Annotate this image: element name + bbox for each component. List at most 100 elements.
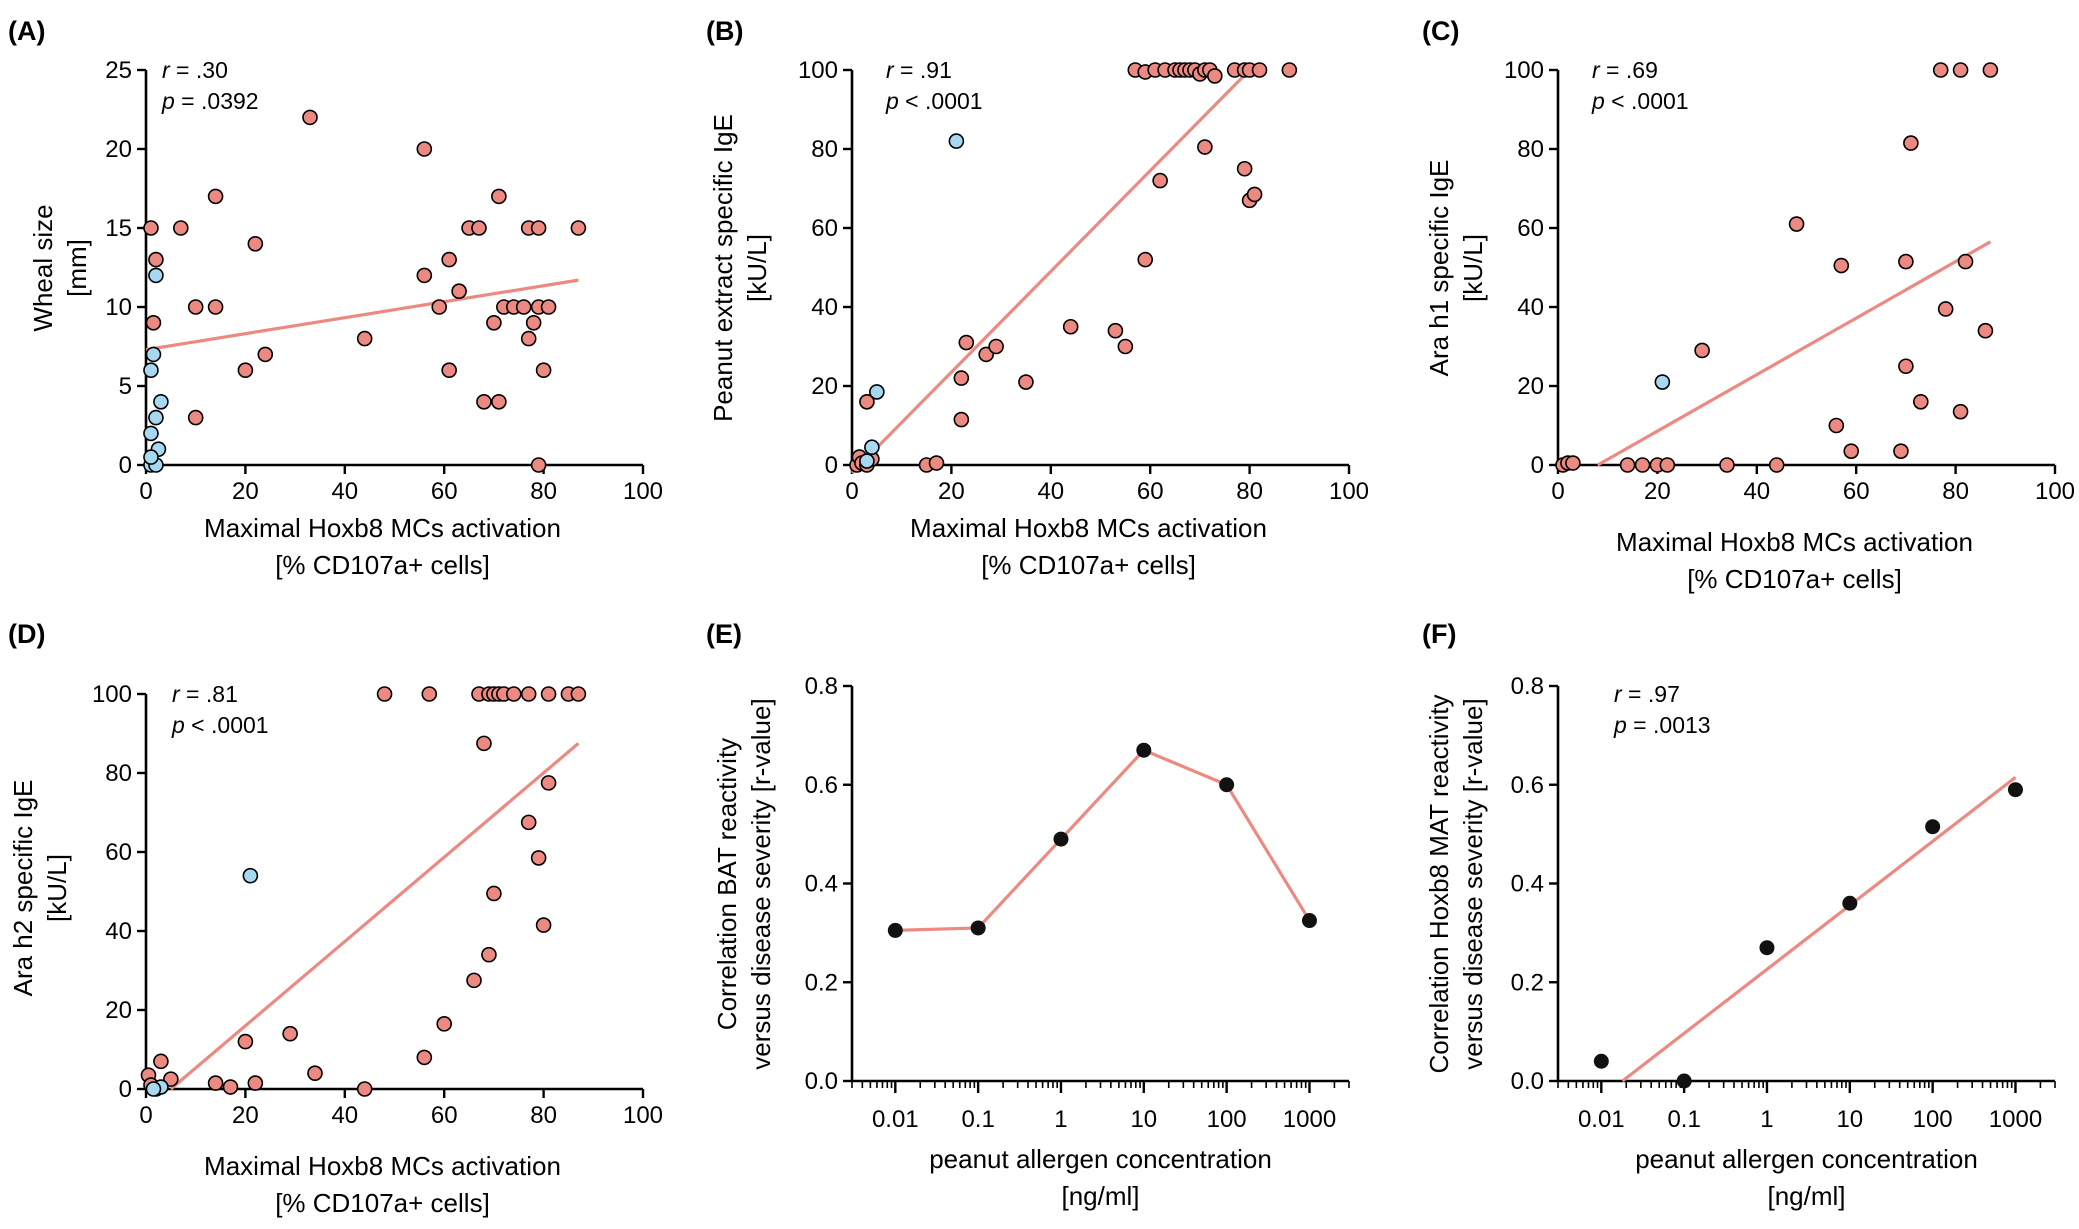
data-point-pink	[153, 1053, 169, 1070]
x-tick-label: 100	[2035, 478, 2075, 505]
data-point-pink	[237, 1033, 254, 1050]
y-tick-label: 100	[798, 57, 838, 84]
x-tick-label: 0.01	[872, 1106, 919, 1133]
data-point	[887, 922, 903, 938]
data-point-pink	[1833, 257, 1850, 274]
data-point-blue	[859, 453, 875, 469]
data-point-pink	[1694, 342, 1710, 359]
data-point-pink	[570, 220, 587, 236]
x-tick-label: 0.1	[1667, 1106, 1700, 1133]
x-tick-label: 0	[139, 478, 152, 505]
data-point-blue	[143, 362, 159, 379]
x-tick-label: 100	[1329, 478, 1369, 505]
data-point-blue	[242, 867, 259, 884]
data-point-pink	[570, 686, 587, 702]
data-point-pink	[257, 346, 274, 363]
y-tick-label: 40	[811, 294, 838, 321]
y-axis-label: Ara h1 specific IgE	[1424, 160, 1454, 377]
data-point-pink	[302, 109, 318, 126]
data-point-pink	[237, 362, 254, 379]
data-point-pink	[1634, 457, 1651, 473]
y-axis-label: [kU/L]	[742, 234, 772, 302]
stat-p: p < .0001	[885, 88, 983, 114]
stat-r: r = .97	[1614, 681, 1680, 707]
y-tick-label: 0.4	[1511, 871, 1544, 898]
y-axis-label: [mm]	[62, 239, 92, 297]
y-axis-label: Correlation Hoxb8 MAT reactivity	[1424, 694, 1454, 1073]
data-point-pink	[1207, 68, 1223, 84]
stat-p-value: = .0392	[175, 88, 259, 114]
data-point-pink	[958, 334, 975, 351]
data-point-pink	[356, 1081, 373, 1097]
data-point-pink	[187, 299, 204, 315]
data-point-pink	[859, 393, 875, 410]
data-point-pink	[486, 885, 502, 902]
data-point-pink	[953, 370, 970, 386]
data-point-blue	[145, 1081, 162, 1097]
data-point-pink	[540, 686, 557, 702]
y-axis-label: versus disease severity [r-value]	[746, 698, 776, 1069]
data-point-pink	[1236, 160, 1253, 177]
x-tick-label: 40	[331, 478, 358, 505]
y-tick-label: 100	[92, 681, 132, 708]
data-point	[1593, 1053, 1609, 1069]
data-point-pink	[1197, 139, 1213, 155]
data-point-pink	[481, 946, 497, 963]
stat-p-value: < .0001	[185, 712, 269, 738]
stat-r-value: = .97	[1622, 681, 1680, 707]
stat-r-symbol: r	[1614, 681, 1623, 707]
x-tick-label: 0	[845, 478, 858, 505]
data-point-pink	[1152, 172, 1168, 189]
data-point-pink	[1281, 62, 1298, 78]
x-tick-label: 80	[1236, 478, 1263, 505]
data-point-pink	[1107, 322, 1124, 339]
x-tick-label: 40	[331, 1102, 358, 1129]
data-point-pink	[1117, 338, 1134, 355]
data-point	[1053, 831, 1069, 847]
stat-r-symbol: r	[886, 57, 895, 83]
panel-a: (A) 0 5 10 15 20 25 0 20 40 60 80 100 Maximal Hoxb8 M…	[8, 16, 663, 580]
data-point-blue	[864, 439, 880, 456]
data-point-pink	[486, 314, 502, 331]
x-axis-label: peanut allergen concentration	[929, 1144, 1272, 1174]
data-point-pink	[1982, 62, 1999, 78]
data-point-pink	[1952, 403, 1969, 420]
data-point-pink	[525, 314, 542, 331]
data-point-pink	[540, 775, 557, 791]
x-axis-label: [% CD107a+ cells]	[981, 550, 1196, 580]
data-point-pink	[515, 299, 532, 315]
stat-p: p < .0001	[1591, 88, 1689, 114]
y-tick-label: 60	[105, 839, 132, 866]
stat-p-symbol: p	[885, 88, 899, 114]
x-tick-label: 0.01	[1578, 1106, 1625, 1133]
data-point-pink	[540, 299, 557, 315]
data-point-pink	[1898, 253, 1914, 270]
y-tick-label: 40	[1517, 294, 1544, 321]
panel-label: (A)	[8, 16, 45, 46]
data-point-pink	[376, 686, 393, 702]
data-point-pink	[451, 283, 467, 300]
y-tick-label: 80	[1517, 136, 1544, 163]
data-point-pink	[1659, 457, 1676, 473]
y-axis-label: Correlation BAT reactivity	[712, 738, 742, 1030]
panel-d: (D) 0 20 40 60 80 100 0 20 40 60 80 100 Maximal Hoxb8…	[8, 619, 663, 1218]
y-tick-label: 20	[105, 136, 132, 163]
data-point-pink	[520, 686, 537, 702]
x-tick-label: 10	[1836, 1106, 1863, 1133]
x-tick-label: 60	[431, 1102, 458, 1129]
stat-r: r = .69	[1592, 57, 1658, 83]
y-tick-label: 0.8	[1511, 673, 1544, 700]
data-point	[1925, 819, 1941, 835]
data-point-pink	[207, 188, 224, 205]
data-point-pink	[530, 850, 547, 866]
x-tick-label: 40	[1037, 478, 1064, 505]
data-point	[1759, 940, 1775, 956]
x-tick-label: 20	[232, 1102, 259, 1129]
data-point-pink	[1898, 358, 1914, 375]
y-tick-label: 0.0	[1511, 1068, 1544, 1095]
data-point	[1219, 777, 1235, 793]
y-tick-label: 0	[1531, 452, 1544, 479]
y-tick-label: 40	[105, 918, 132, 945]
data-point-pink	[431, 299, 448, 315]
data-point-pink	[187, 409, 204, 426]
